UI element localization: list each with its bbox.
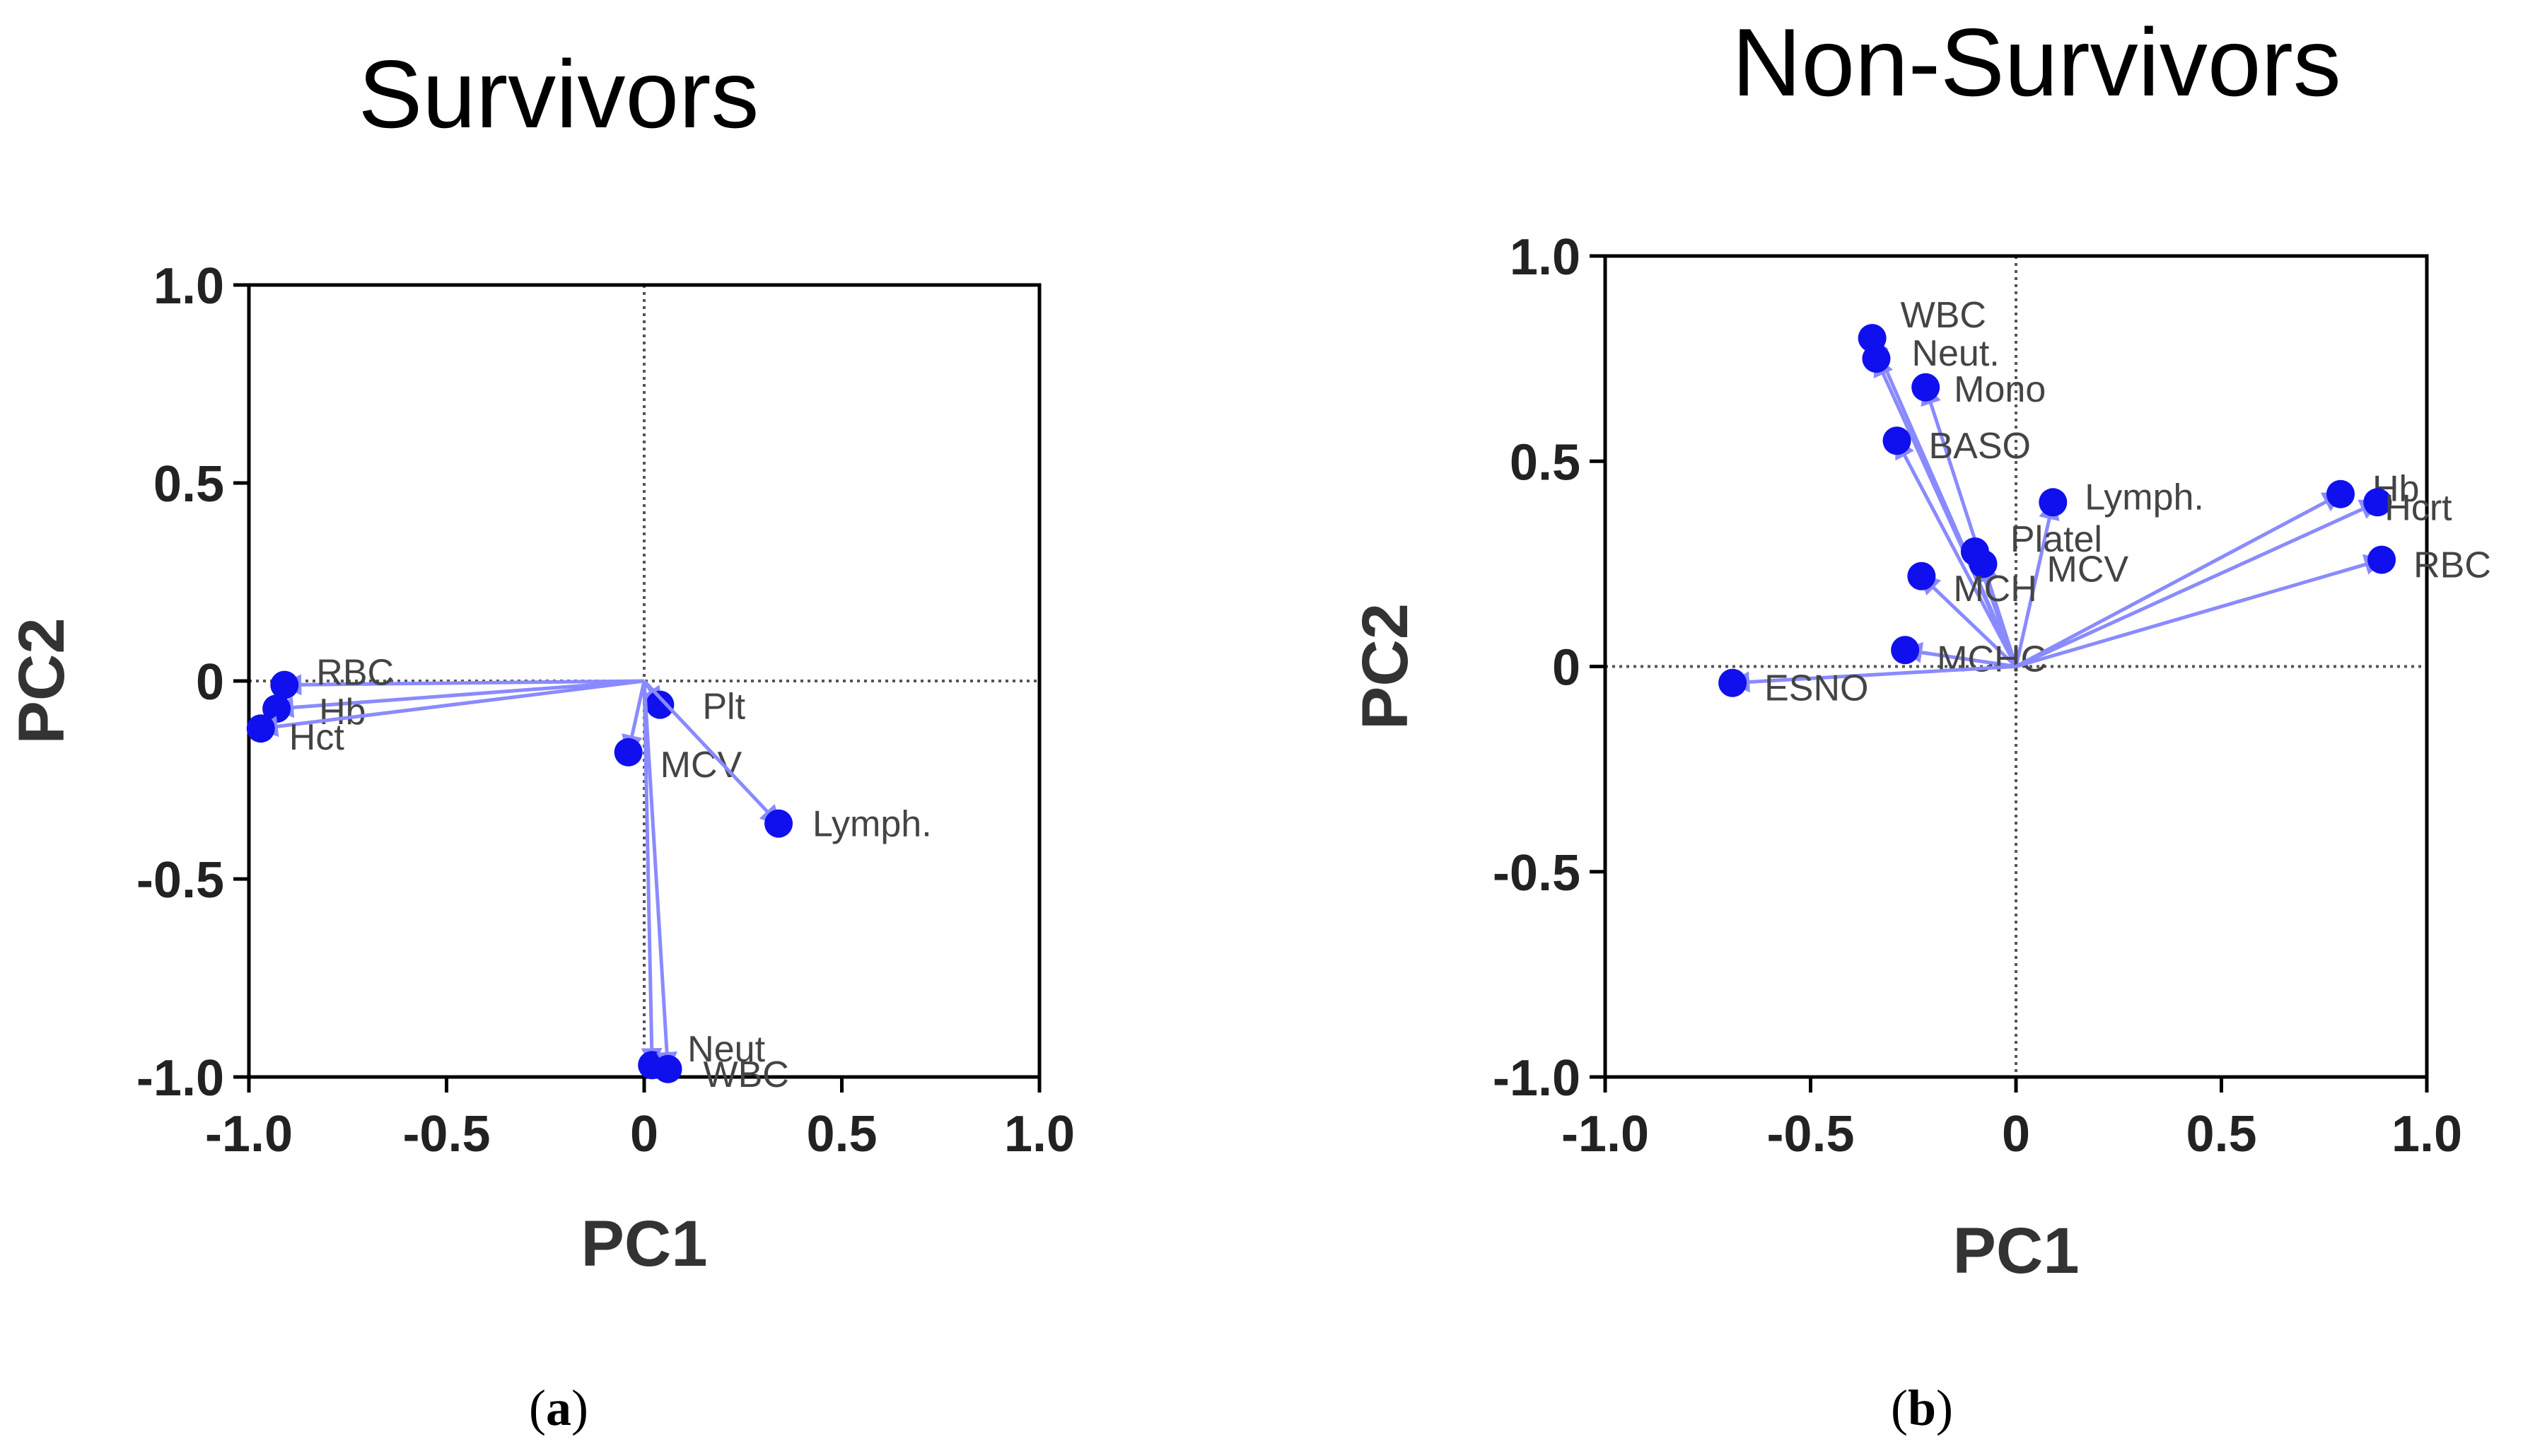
point-label-hcrt: Hcrt (2384, 487, 2452, 528)
point-label-mono: Mono (1954, 369, 2046, 410)
loading-point-hb (262, 694, 291, 723)
y-tick-label: 1.0 (1510, 229, 1580, 286)
point-label-wbc: WBC (704, 1054, 789, 1095)
x-tick-label: 0.5 (806, 1106, 877, 1163)
point-label-platel: Platel (2010, 519, 2102, 560)
point-label-neut: Neut (687, 1029, 765, 1070)
loading-point-baso (1882, 426, 1911, 455)
point-label-neut: Neut. (1911, 333, 1999, 374)
x-tick-label: 0 (2002, 1106, 2030, 1163)
loading-vector-baso (1894, 436, 2018, 668)
loading-vector-lymph (643, 680, 782, 827)
y-axis-label: PC2 (6, 618, 78, 745)
y-tick-label: -1.0 (1493, 1050, 1580, 1107)
point-label-hb: Hb (319, 692, 366, 733)
loading-vector-mch (1918, 573, 2017, 668)
point-label-baso: BASO (1929, 426, 2032, 467)
y-tick-label: -0.5 (136, 852, 224, 909)
loading-vector-neut (1873, 354, 2018, 668)
point-label-mcv: MCV (2047, 549, 2129, 590)
y-tick-label: 0 (1552, 640, 1580, 697)
loading-vector-mcv (1978, 559, 2018, 668)
point-label-wbc: WBC (1901, 295, 1986, 336)
loading-vector-rbc (280, 674, 645, 696)
point-label-lymph: Lymph. (2085, 477, 2204, 518)
panel-non-survivors: Non-Survivors -1.0 1.0 -0.5 0.5 0 0 0.5 -0.5 1.0… (1349, 8, 2491, 1436)
loading-vector-rbc (2015, 554, 2386, 668)
point-label-mch: MCH (1953, 569, 2037, 610)
loading-point-mono (1911, 373, 1940, 402)
loading-point-rbc (2367, 545, 2396, 574)
point-label-hct: Hct (289, 717, 345, 758)
chart-title: Non-Survivors (1732, 8, 2341, 116)
loading-vector-wbc (642, 680, 678, 1073)
loading-point-hb (2326, 479, 2355, 508)
plot-area: -1.0 1.0 -0.5 0.5 0 0 0.5 -0.5 1.0 -1.0 PC1 PC2 WBCN… (1349, 229, 2491, 1287)
chart-title: Survivors (359, 40, 759, 148)
caption-letter: b (1908, 1380, 1936, 1436)
loading-point-plt (646, 690, 675, 719)
loading-vector-hb (2015, 491, 2345, 668)
y-axis-label: PC2 (1349, 603, 1421, 730)
loading-vector-hcrt (2015, 499, 2382, 668)
x-tick-label: 1.0 (2391, 1106, 2462, 1163)
loading-point-mchc (1891, 636, 1920, 665)
point-label-lymph: Lymph. (812, 804, 932, 845)
x-tick-label: 1.0 (1004, 1106, 1075, 1163)
loading-point-lymph (2039, 488, 2068, 517)
x-tick-label: -1.0 (205, 1106, 293, 1163)
y-tick-label: 0.5 (1510, 434, 1580, 491)
x-tick-label: 0 (630, 1106, 658, 1163)
y-tick-label: 0 (196, 654, 224, 711)
loading-vector-neut (641, 680, 663, 1070)
loading-point-hct (246, 714, 275, 743)
loading-vector-mchc (1901, 641, 2017, 668)
loading-point-mcv (614, 738, 643, 767)
point-label-rbc: RBC (316, 653, 394, 694)
point-label-mcv: MCV (660, 745, 742, 786)
x-axis-label: PC1 (1953, 1215, 2080, 1287)
y-tick-label: 1.0 (153, 258, 224, 315)
loading-point-lymph (764, 809, 793, 838)
panel-caption: (b) (1891, 1380, 1953, 1436)
loading-vector-lymph (2014, 498, 2060, 668)
x-tick-label: 0.5 (2186, 1106, 2256, 1163)
point-label-esno: ESNO (1764, 668, 1868, 709)
loading-vector-esno (1728, 665, 2017, 693)
loading-point-mch (1907, 561, 1936, 590)
loading-point-esno (1718, 668, 1747, 697)
point-label-rbc: RBC (2413, 545, 2491, 586)
loading-point-rbc (270, 670, 299, 699)
y-tick-label: 0.5 (153, 456, 224, 513)
x-tick-label: -0.5 (1766, 1106, 1854, 1163)
caption-letter: a (546, 1380, 571, 1436)
x-tick-label: -0.5 (402, 1106, 490, 1163)
panel-caption: (a) (529, 1380, 588, 1436)
y-tick-label: -0.5 (1493, 845, 1580, 902)
point-label-plt: Plt (702, 687, 745, 728)
loading-point-wbc (653, 1054, 682, 1083)
y-tick-label: -1.0 (136, 1050, 224, 1107)
x-axis-label: PC1 (581, 1208, 708, 1280)
loading-vector-hct (256, 679, 645, 738)
x-tick-label: -1.0 (1561, 1106, 1649, 1163)
loading-point-mcv (1969, 549, 1998, 578)
panel-survivors: Survivors -1.0 1.0 -0.5 0.5 0 0 0.5 -0.5 1.0 -1.0… (6, 40, 1075, 1436)
loading-vector-hb (272, 679, 645, 718)
loading-point-neut (1862, 344, 1891, 373)
loading-point-hcrt (2363, 488, 2392, 517)
